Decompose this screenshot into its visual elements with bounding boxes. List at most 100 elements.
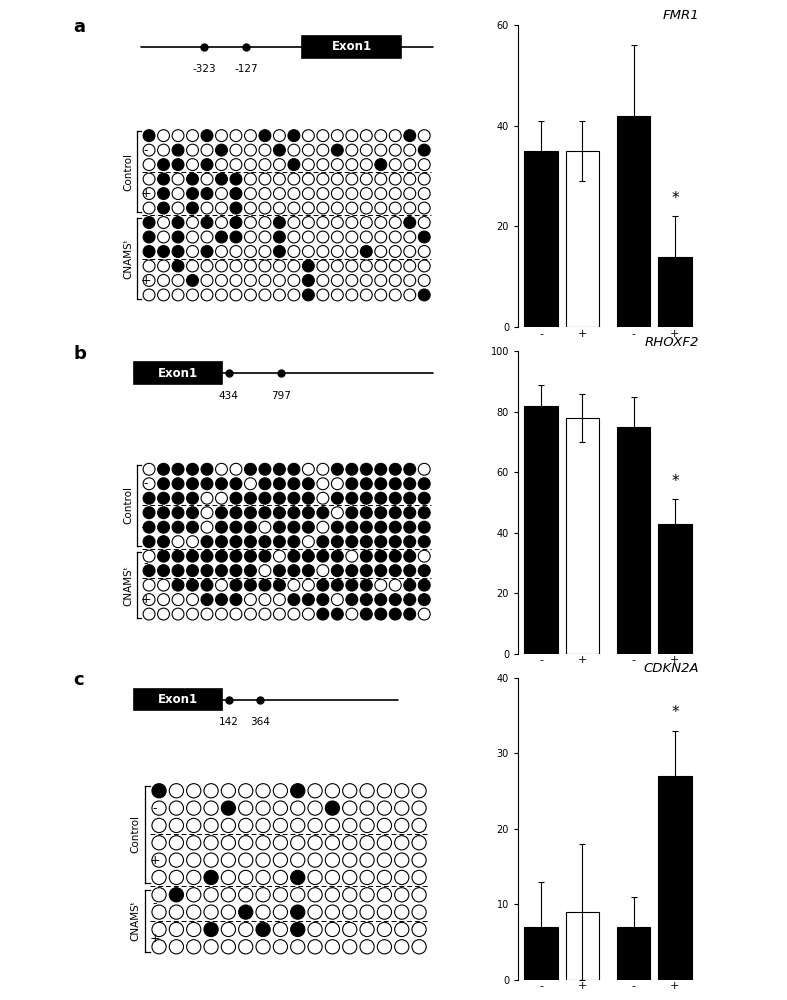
- Ellipse shape: [404, 217, 416, 228]
- Ellipse shape: [390, 521, 401, 533]
- Ellipse shape: [245, 173, 257, 185]
- Ellipse shape: [345, 463, 358, 475]
- Ellipse shape: [317, 521, 329, 533]
- Ellipse shape: [302, 275, 314, 286]
- Ellipse shape: [187, 507, 198, 519]
- Ellipse shape: [187, 905, 201, 919]
- Ellipse shape: [245, 550, 257, 562]
- Ellipse shape: [404, 260, 416, 272]
- Ellipse shape: [317, 565, 329, 577]
- Ellipse shape: [412, 801, 427, 815]
- Ellipse shape: [204, 853, 218, 867]
- Ellipse shape: [331, 565, 343, 577]
- Ellipse shape: [360, 888, 374, 902]
- Ellipse shape: [143, 231, 155, 243]
- Ellipse shape: [288, 275, 300, 286]
- Ellipse shape: [221, 922, 235, 937]
- Ellipse shape: [325, 905, 339, 919]
- Ellipse shape: [187, 159, 198, 171]
- Ellipse shape: [152, 922, 166, 937]
- Ellipse shape: [143, 536, 155, 548]
- Ellipse shape: [216, 231, 227, 243]
- Text: 364: 364: [250, 717, 270, 727]
- Ellipse shape: [143, 478, 155, 490]
- Ellipse shape: [152, 870, 166, 885]
- Ellipse shape: [288, 550, 300, 562]
- Ellipse shape: [143, 217, 155, 228]
- Ellipse shape: [143, 521, 155, 533]
- Ellipse shape: [360, 130, 372, 142]
- Ellipse shape: [273, 246, 286, 257]
- Ellipse shape: [259, 507, 271, 519]
- Ellipse shape: [317, 492, 329, 504]
- Ellipse shape: [419, 173, 430, 185]
- Ellipse shape: [390, 231, 401, 243]
- Ellipse shape: [412, 888, 427, 902]
- Ellipse shape: [345, 260, 358, 272]
- Ellipse shape: [342, 905, 357, 919]
- Ellipse shape: [172, 536, 184, 548]
- Ellipse shape: [390, 608, 401, 620]
- Ellipse shape: [308, 940, 322, 954]
- Ellipse shape: [152, 836, 166, 850]
- Ellipse shape: [221, 940, 235, 954]
- Ellipse shape: [288, 246, 300, 257]
- Ellipse shape: [412, 905, 427, 919]
- Ellipse shape: [169, 801, 183, 815]
- Ellipse shape: [375, 463, 386, 475]
- Ellipse shape: [201, 507, 213, 519]
- Ellipse shape: [360, 507, 372, 519]
- Ellipse shape: [302, 565, 314, 577]
- Text: CNAMSᵗ: CNAMSᵗ: [131, 900, 141, 941]
- Ellipse shape: [302, 536, 314, 548]
- Ellipse shape: [308, 784, 322, 798]
- Ellipse shape: [259, 521, 271, 533]
- Ellipse shape: [172, 188, 184, 199]
- Ellipse shape: [230, 275, 242, 286]
- Ellipse shape: [360, 202, 372, 214]
- Ellipse shape: [302, 202, 314, 214]
- Ellipse shape: [290, 905, 305, 919]
- Ellipse shape: [259, 159, 271, 171]
- Ellipse shape: [256, 922, 270, 937]
- Ellipse shape: [360, 853, 374, 867]
- Ellipse shape: [375, 507, 386, 519]
- Ellipse shape: [256, 888, 270, 902]
- Ellipse shape: [143, 188, 155, 199]
- Ellipse shape: [143, 565, 155, 577]
- Ellipse shape: [345, 507, 358, 519]
- Ellipse shape: [201, 579, 213, 591]
- Text: CNAMSt: CNAMSt: [634, 388, 675, 398]
- Ellipse shape: [238, 853, 253, 867]
- Ellipse shape: [201, 130, 213, 142]
- Ellipse shape: [273, 801, 287, 815]
- Ellipse shape: [245, 594, 257, 606]
- Ellipse shape: [288, 144, 300, 156]
- Ellipse shape: [187, 870, 201, 885]
- Ellipse shape: [157, 231, 169, 243]
- Ellipse shape: [394, 836, 409, 850]
- Ellipse shape: [187, 536, 198, 548]
- Ellipse shape: [157, 188, 169, 199]
- Ellipse shape: [325, 784, 339, 798]
- Text: -: -: [143, 477, 148, 490]
- Ellipse shape: [187, 173, 198, 185]
- Ellipse shape: [230, 217, 242, 228]
- Ellipse shape: [342, 801, 357, 815]
- Ellipse shape: [390, 463, 401, 475]
- Bar: [302, 36, 401, 58]
- Ellipse shape: [290, 836, 305, 850]
- Ellipse shape: [157, 492, 169, 504]
- Ellipse shape: [302, 217, 314, 228]
- Text: *: *: [671, 705, 678, 720]
- Ellipse shape: [419, 275, 430, 286]
- Ellipse shape: [325, 888, 339, 902]
- Ellipse shape: [317, 144, 329, 156]
- Ellipse shape: [288, 188, 300, 199]
- Ellipse shape: [172, 246, 184, 257]
- Ellipse shape: [419, 521, 430, 533]
- Ellipse shape: [238, 836, 253, 850]
- Ellipse shape: [302, 260, 314, 272]
- Ellipse shape: [172, 507, 184, 519]
- Ellipse shape: [245, 202, 257, 214]
